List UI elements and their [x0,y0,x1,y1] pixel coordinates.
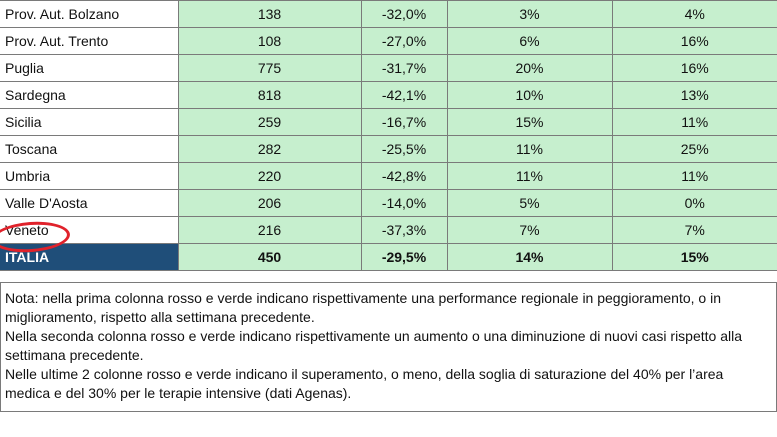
performance-value: 206 [177,189,362,217]
medical-area-saturation: 15% [446,108,613,136]
medical-area-saturation: 7% [446,216,613,244]
region-name: Prov. Aut. Bolzano [0,0,179,28]
medical-area-saturation: 3% [446,0,613,28]
region-name: Veneto [0,216,179,244]
new-cases-change: -14,0% [360,189,448,217]
note-box: Nota: nella prima colonna rosso e verde … [0,282,777,412]
region-name: Sardegna [0,81,179,109]
intensive-care-saturation: 16% [611,54,777,82]
note-paragraph-2: Nella seconda colonna rosso e verde indi… [5,328,742,363]
new-cases-change: -42,8% [360,162,448,190]
table-row: Sardegna 818 -42,1% 10% 13% [0,81,777,109]
region-name: Sicilia [0,108,179,136]
region-name: Prov. Aut. Trento [0,27,179,55]
new-cases-change: -37,3% [360,216,448,244]
region-name: Valle D'Aosta [0,189,179,217]
performance-value: 108 [177,27,362,55]
table-row: Valle D'Aosta 206 -14,0% 5% 0% [0,189,777,217]
intensive-care-saturation: 0% [611,189,777,217]
performance-value: 775 [177,54,362,82]
table-row: Veneto 216 -37,3% 7% 7% [0,216,777,244]
medical-area-saturation: 5% [446,189,613,217]
performance-value: 259 [177,108,362,136]
new-cases-change: -25,5% [360,135,448,163]
medical-area-saturation: 11% [446,135,613,163]
new-cases-change: -31,7% [360,54,448,82]
regional-data-table: Prov. Aut. Bolzano 138 -32,0% 3% 4% Prov… [0,0,777,271]
medical-area-saturation: 11% [446,162,613,190]
total-performance-value: 450 [177,243,362,271]
table-row: Prov. Aut. Bolzano 138 -32,0% 3% 4% [0,0,777,28]
intensive-care-saturation: 11% [611,108,777,136]
performance-value: 818 [177,81,362,109]
medical-area-saturation: 20% [446,54,613,82]
medical-area-saturation: 6% [446,27,613,55]
total-new-cases-change: -29,5% [360,243,448,271]
intensive-care-saturation: 11% [611,162,777,190]
performance-value: 282 [177,135,362,163]
intensive-care-saturation: 7% [611,216,777,244]
performance-value: 216 [177,216,362,244]
table-row: Sicilia 259 -16,7% 15% 11% [0,108,777,136]
new-cases-change: -16,7% [360,108,448,136]
intensive-care-saturation: 13% [611,81,777,109]
note-paragraph-3: Nelle ultime 2 colonne rosso e verde ind… [5,366,724,401]
table-row: Prov. Aut. Trento 108 -27,0% 6% 16% [0,27,777,55]
region-name: Toscana [0,135,179,163]
total-intensive-care-saturation: 15% [611,243,777,271]
intensive-care-saturation: 25% [611,135,777,163]
medical-area-saturation: 10% [446,81,613,109]
new-cases-change: -42,1% [360,81,448,109]
performance-value: 138 [177,0,362,28]
total-label: ITALIA [0,243,179,271]
table-row: Umbria 220 -42,8% 11% 11% [0,162,777,190]
table-row: Toscana 282 -25,5% 11% 25% [0,135,777,163]
table-row: Puglia 775 -31,7% 20% 16% [0,54,777,82]
region-name: Umbria [0,162,179,190]
performance-value: 220 [177,162,362,190]
note-paragraph-1: Nota: nella prima colonna rosso e verde … [5,290,721,325]
region-name: Puglia [0,54,179,82]
total-medical-area-saturation: 14% [446,243,613,271]
intensive-care-saturation: 4% [611,0,777,28]
intensive-care-saturation: 16% [611,27,777,55]
new-cases-change: -32,0% [360,0,448,28]
total-row: ITALIA 450 -29,5% 14% 15% [0,243,777,271]
new-cases-change: -27,0% [360,27,448,55]
